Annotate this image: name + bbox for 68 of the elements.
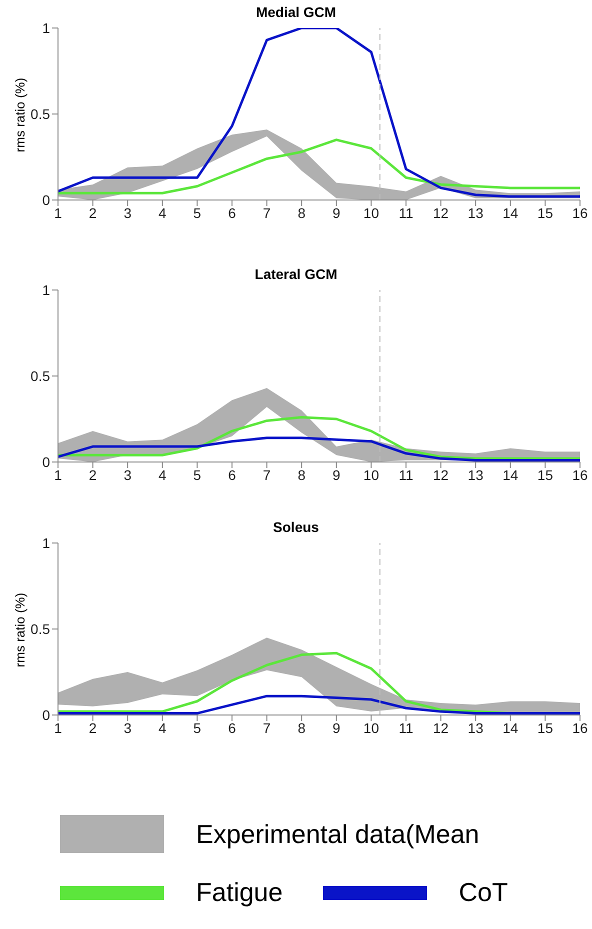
legend-label: CoT — [458, 877, 508, 908]
x-tick-label: 2 — [88, 204, 97, 221]
x-tick-label: 1 — [54, 720, 62, 736]
x-tick-label: 8 — [298, 204, 306, 221]
x-tick-label: 11 — [398, 466, 414, 483]
x-tick-label: 3 — [124, 466, 132, 483]
y-tick-label: 0.5 — [30, 620, 50, 637]
x-tick-label: 7 — [262, 204, 271, 221]
y-tick-label: 1 — [42, 20, 50, 36]
x-tick-label: 10 — [363, 466, 380, 483]
y-axis-title: rms ratio (%) — [12, 592, 28, 668]
y-tick-label: 0 — [42, 192, 50, 208]
x-tick-label: 12 — [433, 720, 449, 736]
line-series — [58, 416, 580, 460]
y-tick-label: 0.5 — [30, 368, 50, 384]
x-tick-label: 5 — [193, 466, 202, 483]
x-tick-label: 6 — [228, 720, 236, 736]
x-tick-label: 6 — [228, 466, 236, 483]
x-tick-label: 16 — [572, 720, 588, 736]
x-tick-label: 11 — [398, 204, 414, 221]
x-tick-label: 15 — [537, 720, 554, 736]
x-tick-label: 6 — [228, 204, 236, 221]
x-tick-label: 3 — [124, 720, 132, 736]
x-tick-label: 3 — [124, 204, 132, 221]
legend-label: Experimental data(Mean — [196, 818, 480, 850]
chart-title: Lateral GCM — [254, 266, 338, 282]
line-series — [58, 28, 580, 198]
x-tick-label: 13 — [468, 720, 484, 736]
x-tick-label: 10 — [363, 720, 380, 736]
x-tick-label: 14 — [502, 466, 518, 483]
x-tick-label: 8 — [298, 720, 306, 736]
x-tick-label: 1 — [54, 466, 62, 483]
chart-title: Soleus — [272, 519, 320, 535]
x-tick-label: 13 — [468, 204, 484, 221]
y-tick-label: 0 — [42, 706, 50, 723]
x-tick-label: 13 — [468, 466, 484, 483]
x-tick-label: 9 — [332, 466, 340, 483]
x-tick-label: 15 — [537, 466, 554, 483]
x-tick-label: 5 — [193, 204, 202, 221]
x-tick-label: 1 — [54, 204, 62, 221]
y-tick-label: 1 — [42, 282, 50, 298]
x-tick-label: 7 — [262, 466, 271, 483]
y-tick-label: 1 — [42, 534, 50, 551]
x-tick-label: 8 — [298, 466, 306, 483]
x-tick-label: 11 — [398, 720, 414, 736]
x-tick-label: 14 — [502, 204, 518, 221]
x-tick-label: 7 — [262, 720, 271, 736]
x-tick-label: 4 — [158, 720, 166, 736]
chart-title: Medial GCM — [254, 4, 338, 20]
x-tick-label: 2 — [88, 720, 97, 736]
y-tick-label: 0 — [42, 454, 50, 470]
x-tick-label: 9 — [332, 204, 340, 221]
x-tick-label: 2 — [88, 466, 97, 483]
x-tick-label: 5 — [193, 720, 202, 736]
y-tick-label: 0.5 — [30, 106, 50, 122]
x-tick-label: 15 — [537, 204, 554, 221]
x-tick-label: 12 — [433, 466, 449, 483]
x-tick-label: 9 — [332, 720, 340, 736]
x-tick-label: 12 — [433, 204, 449, 221]
x-tick-label: 14 — [502, 720, 518, 736]
x-tick-label: 4 — [158, 204, 166, 221]
x-tick-label: 16 — [572, 466, 588, 483]
legend-label: Fatigue — [196, 877, 283, 908]
x-tick-label: 10 — [363, 204, 380, 221]
line-series — [58, 138, 580, 194]
y-axis-title: rms ratio (%) — [12, 78, 28, 152]
x-tick-label: 16 — [572, 204, 588, 221]
x-tick-label: 4 — [158, 466, 166, 483]
